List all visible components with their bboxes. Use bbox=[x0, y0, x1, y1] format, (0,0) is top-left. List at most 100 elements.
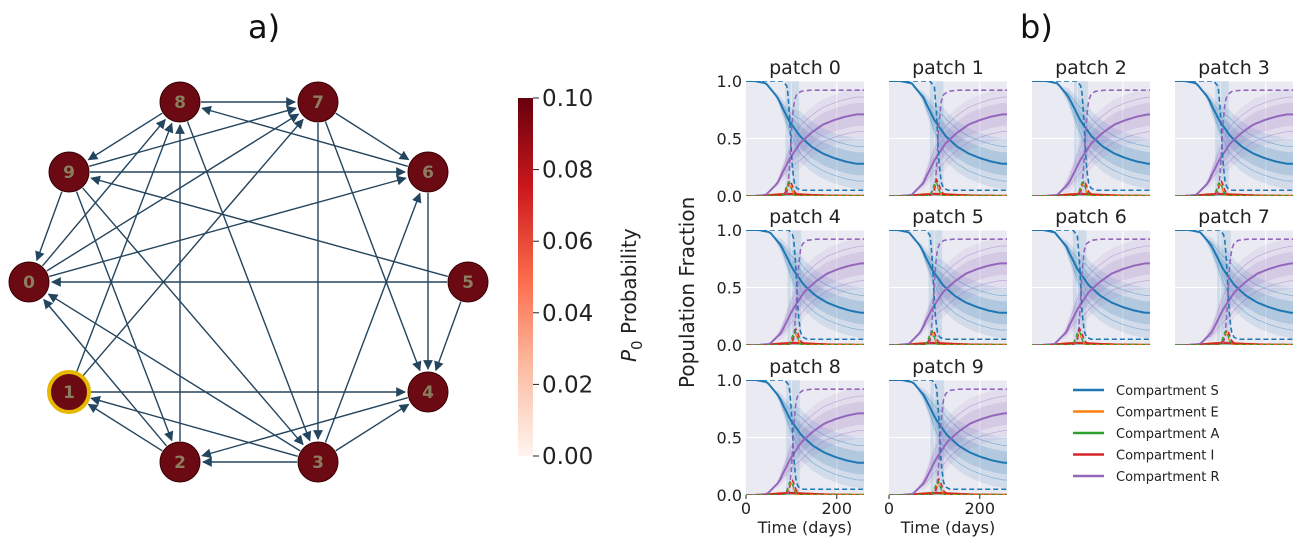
uncertainty-band-R bbox=[1032, 102, 1150, 196]
colorbar-tick-label: 0.02 bbox=[542, 372, 593, 398]
dashed-curve-R bbox=[1032, 89, 1150, 196]
edge-9-to-2 bbox=[75, 191, 174, 442]
dashed-curve-A bbox=[889, 330, 1007, 345]
y-tick-label: 1.0 bbox=[717, 72, 742, 91]
legend-item: Compartment E bbox=[1073, 406, 1219, 421]
legend-item: Compartment S bbox=[1073, 384, 1219, 399]
edge-0-to-8 bbox=[41, 118, 166, 267]
dashed-curve-S bbox=[889, 380, 1007, 491]
colorbar: 0.00 0.02 0.04 0.06 0.08 0.10 P0 Probability bbox=[518, 86, 646, 470]
dashed-curve-I bbox=[1032, 326, 1150, 345]
mean-curve-R bbox=[889, 262, 1007, 345]
legend-label: Compartment A bbox=[1116, 427, 1219, 442]
edge-1-to-8 bbox=[75, 122, 174, 373]
dashed-curve-I bbox=[1175, 328, 1293, 345]
y-tick-label: 0.5 bbox=[717, 130, 742, 149]
edge-3-to-6 bbox=[324, 192, 422, 443]
transition-band bbox=[785, 81, 800, 196]
y-tick-label: 0.5 bbox=[717, 279, 742, 298]
network-edges bbox=[35, 97, 462, 467]
patch-panel-4: patch 4 0.0 0.5 1.0 bbox=[717, 206, 864, 355]
y-tick-label: 0.0 bbox=[717, 336, 742, 355]
panel-a-label: a) bbox=[248, 8, 280, 46]
colorbar-tick-label: 0.10 bbox=[542, 86, 593, 112]
mean-curve-S bbox=[889, 230, 1007, 314]
dashed-curve-E bbox=[1175, 332, 1293, 345]
legend-label: Compartment R bbox=[1116, 470, 1220, 485]
legend-label: Compartment S bbox=[1116, 384, 1219, 399]
edge-9-to-0 bbox=[35, 191, 63, 262]
node-circle bbox=[297, 81, 339, 123]
node-8: 8 bbox=[159, 81, 201, 123]
patch-title: patch 0 bbox=[769, 57, 841, 79]
node-6: 6 bbox=[407, 151, 449, 193]
dashed-curve-A bbox=[746, 330, 864, 345]
patch-panel-7: patch 7 bbox=[1175, 206, 1293, 345]
uncertainty-band-R bbox=[889, 102, 1007, 196]
x-axis-label: Time (days) bbox=[757, 518, 853, 537]
patch-title: patch 7 bbox=[1198, 206, 1270, 228]
uncertainty-band-S bbox=[746, 230, 864, 325]
dashed-curve-R bbox=[746, 388, 864, 495]
y-tick-label: 0.0 bbox=[717, 486, 742, 505]
node-circle bbox=[47, 370, 91, 414]
uncertainty-band-S bbox=[746, 81, 864, 176]
patch-title: patch 3 bbox=[1198, 57, 1270, 79]
uncertainty-band-R bbox=[1032, 238, 1150, 345]
node-label: 8 bbox=[174, 93, 186, 113]
x-axis-label: Time (days) bbox=[900, 518, 996, 537]
uncertainty-band-S bbox=[889, 81, 1007, 176]
uncertainty-band-S bbox=[746, 230, 864, 339]
patch-panel-5: patch 5 bbox=[889, 206, 1007, 345]
uncertainty-band-S bbox=[746, 81, 864, 190]
edge-6-to-8 bbox=[201, 105, 408, 167]
transition-band bbox=[787, 230, 802, 345]
dashed-curve-R bbox=[746, 238, 864, 345]
transition-band bbox=[928, 230, 943, 345]
uncertainty-band-R bbox=[1032, 251, 1150, 345]
transition-band bbox=[930, 380, 945, 495]
dashed-curve-E bbox=[1032, 183, 1150, 196]
mean-curve-S bbox=[1175, 230, 1293, 314]
legend: Compartment S Compartment E Compartment A C… bbox=[1073, 384, 1220, 485]
edge-2-to-1 bbox=[87, 403, 163, 452]
colorbar-tick-label: 0.04 bbox=[542, 301, 593, 327]
node-7: 7 bbox=[297, 81, 339, 123]
dashed-curve-R bbox=[746, 89, 864, 196]
uncertainty-band-S bbox=[1175, 81, 1293, 190]
edge-2-to-0 bbox=[43, 298, 168, 447]
y-tick-label: 0.5 bbox=[717, 429, 742, 448]
mean-curve-R bbox=[1175, 113, 1293, 196]
patch-title: patch 5 bbox=[912, 206, 984, 228]
node-label: 1 bbox=[63, 383, 75, 403]
uncertainty-band-S bbox=[1032, 230, 1150, 325]
node-label: 0 bbox=[23, 273, 35, 293]
patch-panel-2: patch 2 bbox=[1032, 57, 1150, 196]
node-label: 9 bbox=[63, 163, 75, 183]
uncertainty-band-S bbox=[889, 230, 1007, 339]
edge-7-to-4 bbox=[324, 121, 422, 372]
node-label: 5 bbox=[462, 273, 474, 293]
legend-item: Compartment R bbox=[1073, 470, 1220, 485]
mean-curve-S bbox=[746, 81, 864, 165]
colorbar-tick-label: 0.00 bbox=[542, 444, 593, 470]
uncertainty-band-S bbox=[746, 380, 864, 489]
dashed-curve-R bbox=[889, 89, 1007, 196]
uncertainty-band-R bbox=[746, 401, 864, 495]
patch-title: patch 2 bbox=[1055, 57, 1127, 79]
node-3: 3 bbox=[297, 441, 339, 483]
colorbar-bar bbox=[518, 98, 533, 456]
mean-curve-R bbox=[1032, 262, 1150, 345]
node-9: 9 bbox=[48, 151, 90, 193]
uncertainty-band-R bbox=[746, 102, 864, 196]
dashed-curve-I bbox=[889, 177, 1007, 196]
edge-3-to-4 bbox=[335, 403, 410, 452]
node-5: 5 bbox=[447, 261, 489, 303]
uncertainty-band-S bbox=[889, 230, 1007, 325]
dashed-curve-A bbox=[746, 181, 864, 196]
colorbar-ticks: 0.00 0.02 0.04 0.06 0.08 0.10 bbox=[533, 86, 593, 470]
patch-panels: patch 0 0.0 0.5 1.0 patch 1 patch 2 patch 3 pat… bbox=[717, 57, 1293, 537]
uncertainty-band-R bbox=[746, 89, 864, 196]
